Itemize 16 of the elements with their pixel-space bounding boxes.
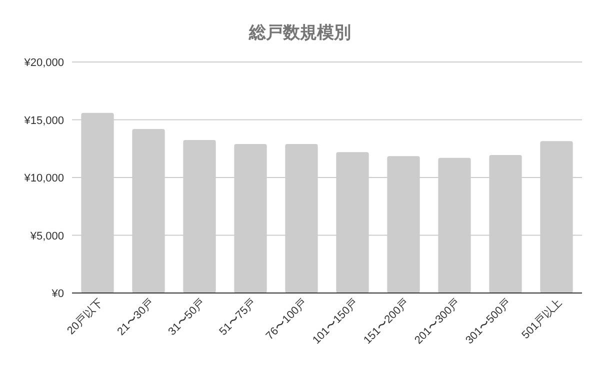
- x-tick-label: 51〜75戸: [217, 296, 259, 338]
- x-tick-label: 31〜50戸: [166, 296, 208, 338]
- y-tick-label: ¥5,000: [29, 230, 64, 242]
- x-tick-label: 201〜300戸: [412, 296, 463, 347]
- x-tick-label: 501戸以上: [519, 296, 565, 342]
- x-tick-label: 101〜150戸: [310, 296, 361, 347]
- chart-title: 総戸数規模別: [248, 23, 351, 42]
- x-tick-label: 21〜30戸: [115, 296, 157, 338]
- y-tick-label: ¥0: [50, 288, 64, 300]
- x-tick-label: 20戸以下: [64, 296, 106, 338]
- x-tick-label: 151〜200戸: [362, 296, 412, 347]
- y-tick-label: ¥20,000: [23, 57, 64, 69]
- y-tick-label: ¥10,000: [23, 172, 64, 184]
- x-tick-label: 76〜100戸: [264, 296, 310, 342]
- y-tick-label: ¥15,000: [23, 114, 64, 127]
- x-tick-label: 301〜500戸: [464, 296, 514, 347]
